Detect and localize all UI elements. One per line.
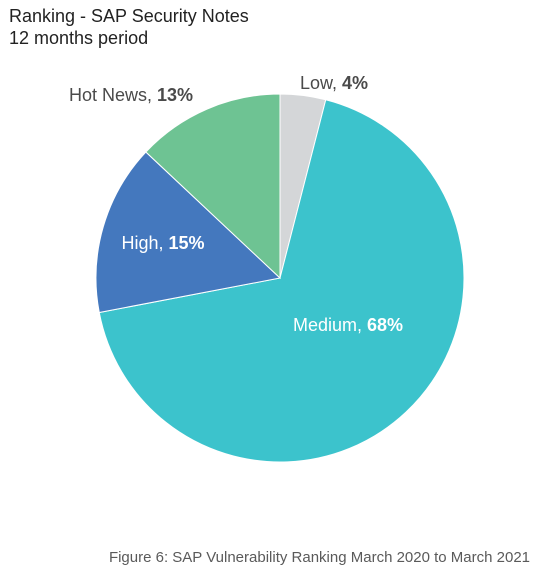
figure-caption: Figure 6: SAP Vulnerability Ranking Marc… — [108, 549, 530, 566]
chart-subtitle: 12 months period — [9, 28, 149, 48]
slice-label-value: 13% — [157, 85, 193, 105]
slice-label-value: 15% — [169, 233, 205, 253]
slice-label-low: Low, 4% — [300, 73, 368, 93]
slice-label-name: Medium, — [293, 315, 367, 335]
slice-label-value: 4% — [342, 73, 368, 93]
slice-label-name: Low, — [300, 73, 342, 93]
slice-label-high: High, 15% — [121, 233, 204, 253]
pie-slice-high — [95, 151, 282, 314]
slice-label-medium: Medium, 68% — [293, 315, 403, 335]
slice-label-value: 68% — [367, 315, 403, 335]
chart-title: Ranking - SAP Security Notes — [9, 6, 249, 26]
slice-label-hot-news: Hot News, 13% — [69, 85, 193, 105]
pie-slice-hot-news — [145, 93, 281, 280]
slice-label-name: High, — [121, 233, 168, 253]
pie-slice-medium — [98, 99, 465, 463]
slice-label-name: Hot News, — [69, 85, 157, 105]
